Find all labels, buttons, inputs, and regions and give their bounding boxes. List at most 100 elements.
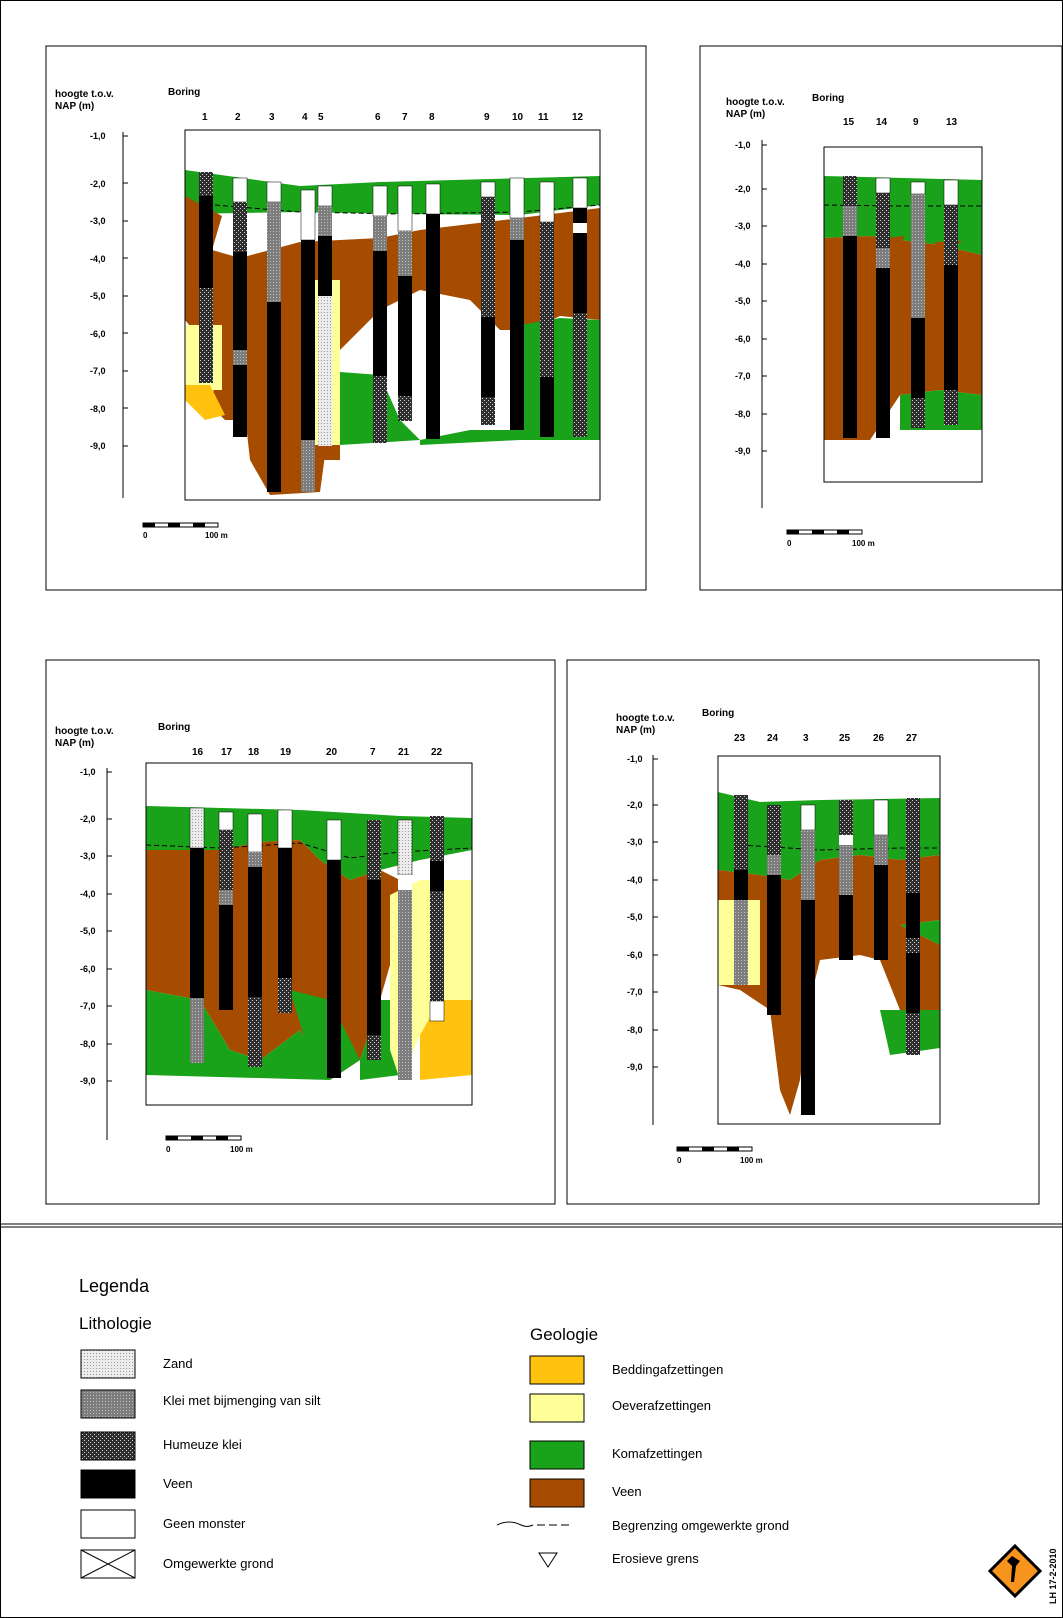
- boring-label: Boring: [702, 708, 734, 719]
- legend-item-kom: Komafzettingen: [612, 1446, 702, 1461]
- scale-bar: 0 100 m: [786, 529, 875, 548]
- y-axis-label: NAP (m): [55, 101, 94, 112]
- tick-label: -3,0: [735, 221, 751, 231]
- boring-number: 3: [269, 112, 275, 123]
- boring-number: 4: [302, 112, 308, 123]
- logo-icon: [987, 1543, 1043, 1599]
- begrenzing-swatch: [496, 1521, 569, 1527]
- tick-label: -9,0: [627, 1062, 643, 1072]
- lithologie-title: Lithologie: [79, 1314, 152, 1333]
- boring-label: Boring: [812, 93, 844, 104]
- boring-number: 18: [248, 747, 260, 758]
- scale-bar: 0 100 m: [676, 1146, 763, 1165]
- boring-number: 26: [873, 733, 885, 744]
- borehole-columns: [734, 795, 920, 1115]
- scale-label: 100 m: [852, 539, 875, 548]
- legend-item-omgewerkte-grond: Omgewerkte grond: [163, 1556, 274, 1571]
- scale-bar: 0 100 m: [165, 1135, 253, 1154]
- tick-label: -4,0: [80, 889, 96, 899]
- panel-frame: [699, 45, 1063, 591]
- boring-number: 23: [734, 733, 746, 744]
- boring-number: 2: [235, 112, 241, 123]
- panel-2: hoogte t.o.v. NAP (m) Boring -1,0 -2,0 -…: [699, 45, 1063, 591]
- panel-3: hoogte t.o.v. NAP (m) Boring -1,0 -2,0 -…: [45, 659, 556, 1205]
- borehole-columns: [199, 172, 588, 492]
- boring-number: 27: [906, 733, 918, 744]
- tick-label: -7,0: [80, 1001, 96, 1011]
- y-axis-label: hoogte t.o.v.: [55, 726, 114, 737]
- legend-item-erosie: Erosieve grens: [612, 1551, 699, 1566]
- boring-number: 8: [429, 112, 435, 123]
- boring-number: 10: [512, 112, 524, 123]
- boring-number: 6: [375, 112, 381, 123]
- boring-number: 9: [913, 117, 919, 128]
- legend-item-zand: Zand: [163, 1356, 193, 1371]
- boring-numbers: 1 2 3 4 5 6 7 8 9 10 11 12: [202, 112, 584, 123]
- boring-number: 12: [572, 112, 584, 123]
- boring-number: 14: [876, 117, 888, 128]
- oever-swatch: [529, 1393, 585, 1423]
- tick-label: -6,0: [90, 329, 106, 339]
- scale-label: 100 m: [205, 531, 228, 540]
- boring-number: 15: [843, 117, 855, 128]
- tick-label: -4,0: [735, 259, 751, 269]
- boring-numbers: 16 17 18 19 20 7 21 22: [192, 747, 443, 758]
- scale-label: 0: [143, 531, 148, 540]
- boring-number: 5: [318, 112, 324, 123]
- tick-label: -2,0: [735, 184, 751, 194]
- legend: Legenda Lithologie Geologie Zand Klei me…: [79, 1276, 789, 1579]
- boring-number: 7: [402, 112, 408, 123]
- y-ticks: -1,0 -2,0 -3,0 -4,0 -5,0 -6,0 -7,0 -8,0 …: [627, 754, 658, 1072]
- tick-label: -3,0: [80, 851, 96, 861]
- scale-label: 0: [677, 1156, 682, 1165]
- panel-frame: [45, 45, 647, 591]
- legend-item-geen-monster: Geen monster: [163, 1516, 246, 1531]
- tick-label: -4,0: [90, 254, 106, 264]
- legend-item-bedding: Beddingafzettingen: [612, 1362, 723, 1377]
- zand-swatch: [80, 1349, 136, 1379]
- klei-silt-swatch: [80, 1389, 136, 1419]
- boring-number: 9: [484, 112, 490, 123]
- tick-label: -5,0: [627, 912, 643, 922]
- veen-geo-swatch: [529, 1478, 585, 1508]
- tick-label: -2,0: [90, 179, 106, 189]
- boring-numbers: 23 24 3 25 26 27: [734, 733, 918, 744]
- borehole-columns: [189, 807, 445, 1080]
- tick-label: -5,0: [735, 296, 751, 306]
- tick-label: -4,0: [627, 875, 643, 885]
- scale-label: 0: [166, 1145, 171, 1154]
- section-frame: [717, 755, 941, 1125]
- legend-item-klei-silt: Klei met bijmenging van silt: [163, 1393, 321, 1408]
- tick-label: -1,0: [627, 754, 643, 764]
- panel-4: hoogte t.o.v. NAP (m) Boring -1,0 -2,0 -…: [566, 659, 1040, 1205]
- boring-number: 1: [202, 112, 208, 123]
- legend-item-veen-litho: Veen: [163, 1476, 193, 1491]
- geologie-title: Geologie: [530, 1325, 598, 1344]
- bedding-swatch: [529, 1355, 585, 1385]
- tick-label: -9,0: [90, 441, 106, 451]
- tick-label: -2,0: [80, 814, 96, 824]
- tick-label: -8,0: [627, 1025, 643, 1035]
- date-stamp: LH 17-2-2010: [1048, 1548, 1058, 1604]
- y-axis-label: NAP (m): [726, 109, 765, 120]
- tick-label: -8,0: [80, 1039, 96, 1049]
- tick-label: -6,0: [80, 964, 96, 974]
- tick-label: -1,0: [735, 140, 751, 150]
- tick-label: -1,0: [90, 131, 106, 141]
- legend-item-begrenzing: Begrenzing omgewerkte grond: [612, 1518, 789, 1533]
- tick-label: -7,0: [627, 987, 643, 997]
- erosie-triangle-icon: [538, 1552, 558, 1568]
- boring-number: 24: [767, 733, 779, 744]
- boring-number: 19: [280, 747, 292, 758]
- boring-label: Boring: [168, 87, 200, 98]
- panel-frame: [45, 659, 556, 1205]
- tick-label: -8,0: [735, 409, 751, 419]
- boring-number: 16: [192, 747, 204, 758]
- tick-label: -8,0: [90, 404, 106, 414]
- tick-label: -5,0: [80, 926, 96, 936]
- tick-label: -9,0: [735, 446, 751, 456]
- humeuze-klei-swatch: [80, 1431, 136, 1461]
- y-axis-label: hoogte t.o.v.: [726, 97, 785, 108]
- boring-label: Boring: [158, 722, 190, 733]
